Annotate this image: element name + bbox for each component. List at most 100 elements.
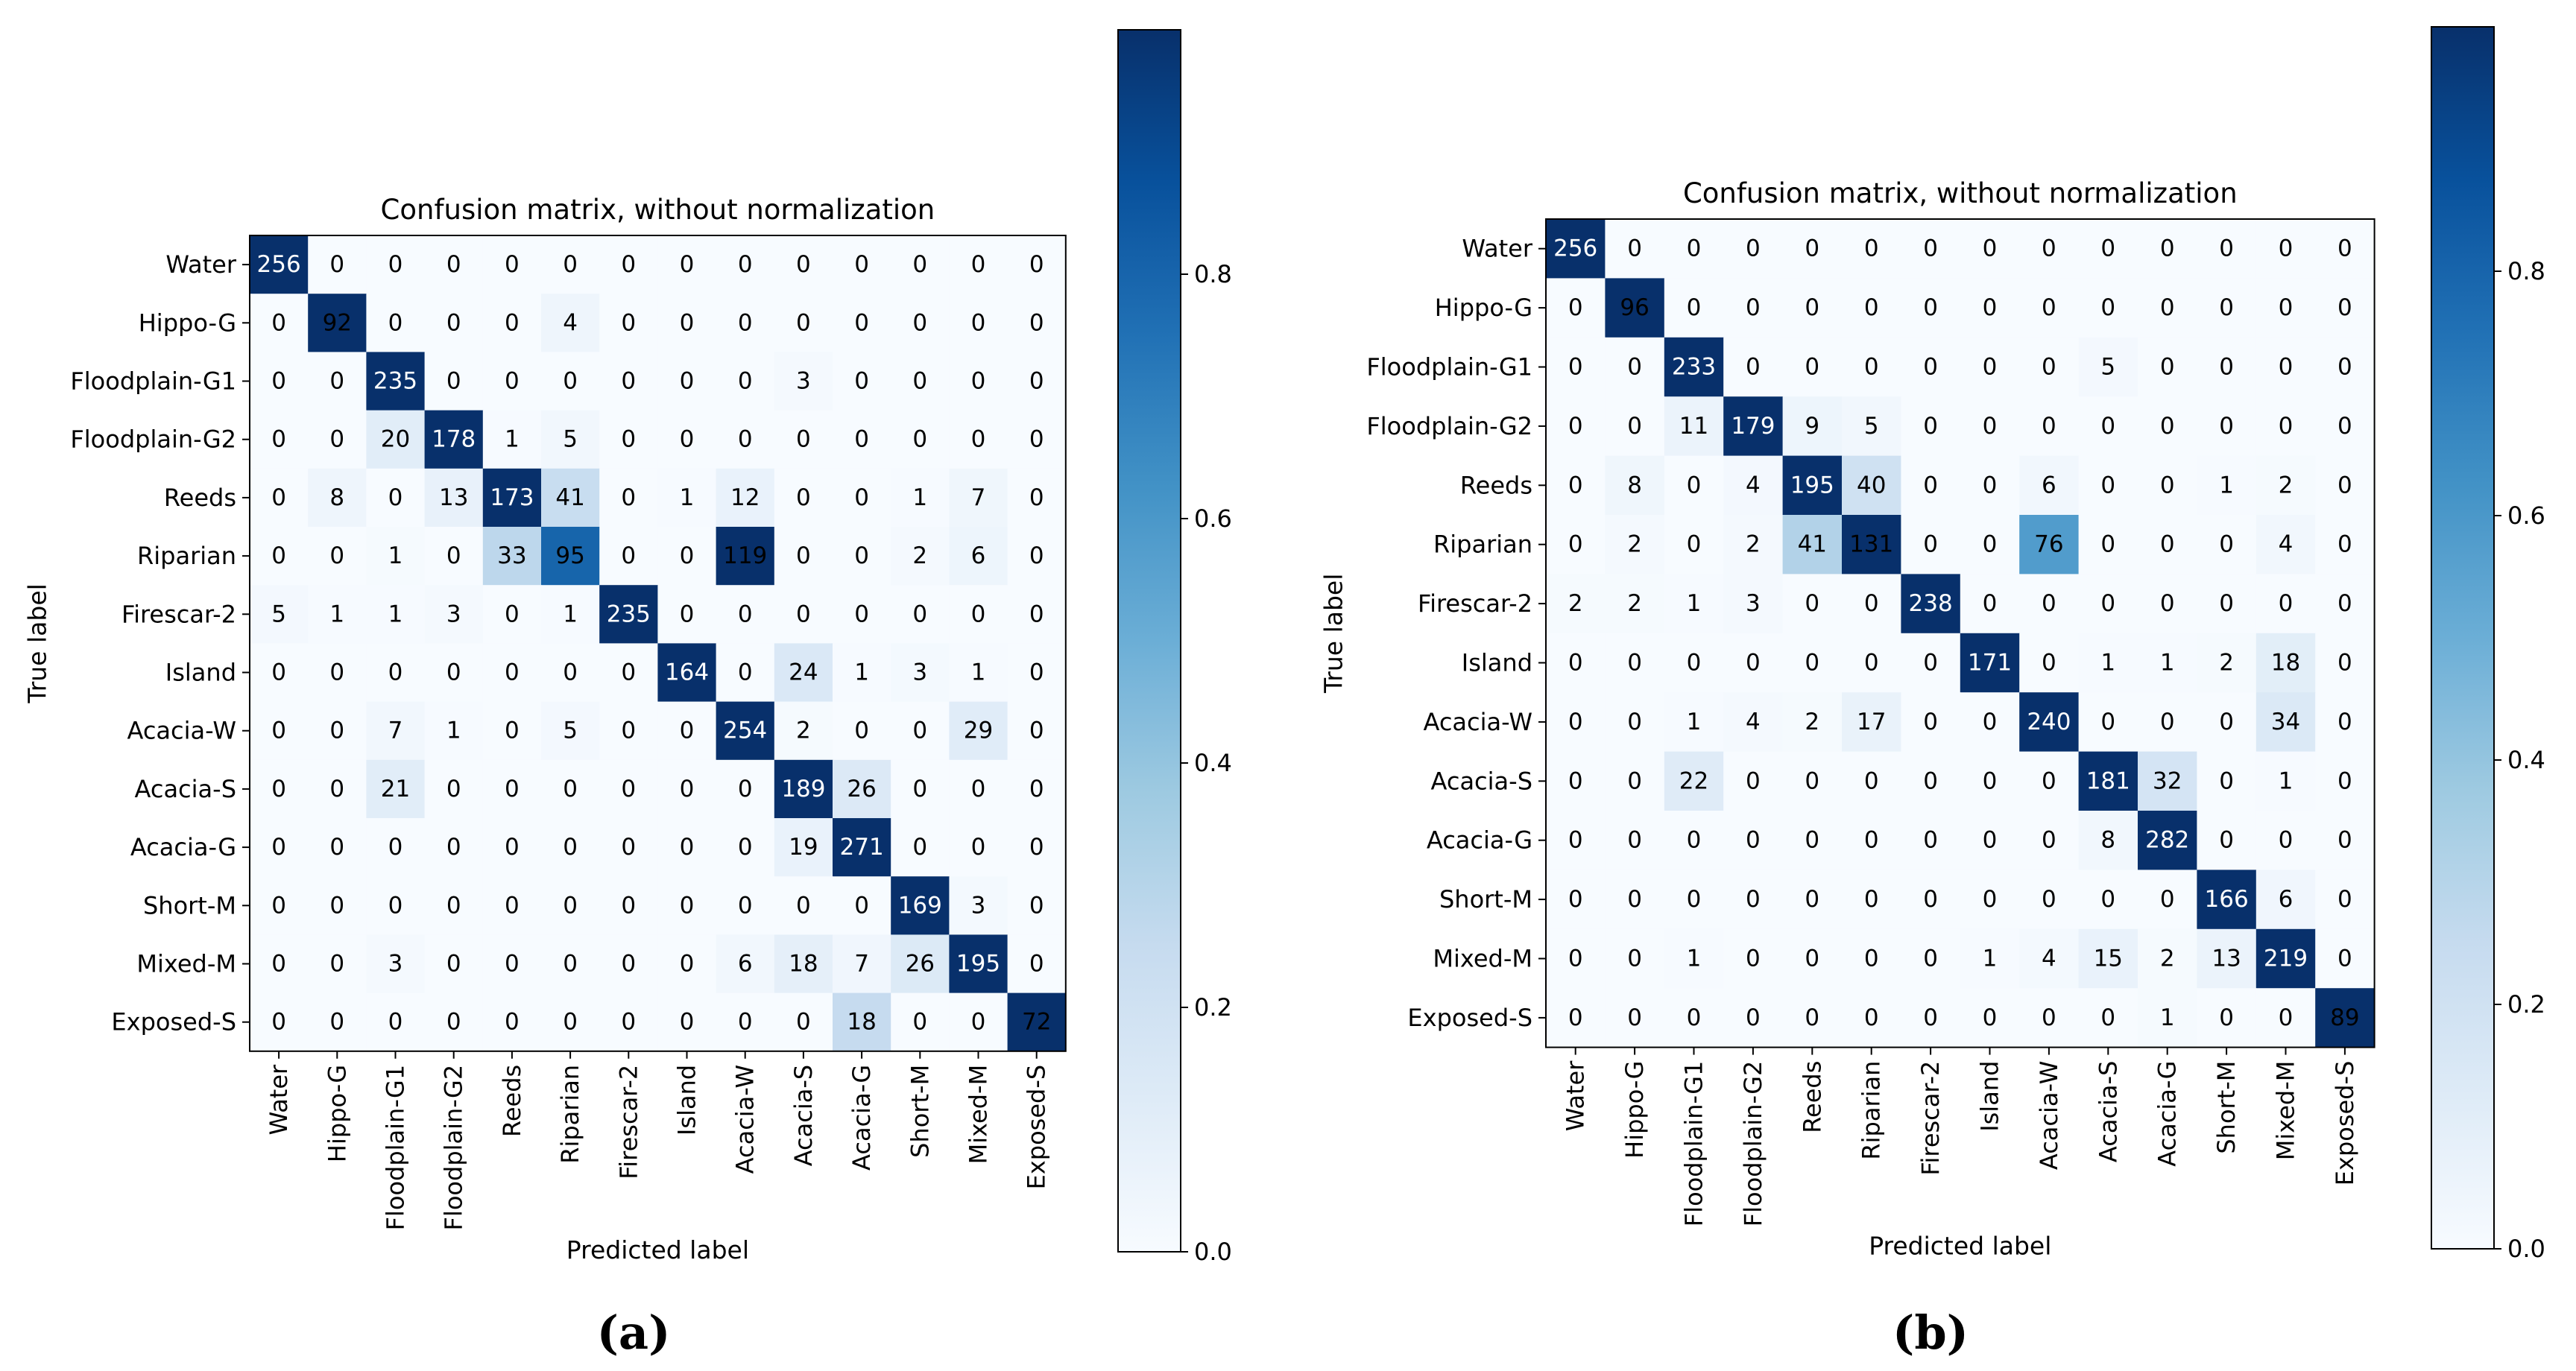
heatmap-cell — [599, 352, 658, 411]
cell-value-label: 4 — [1746, 709, 1761, 735]
cell-value-label: 0 — [796, 484, 811, 511]
cell-value-label: 0 — [1568, 709, 1583, 735]
heatmap-cell — [2138, 870, 2197, 930]
cell-value-label: 33 — [497, 542, 526, 569]
cell-value-label: 0 — [1864, 235, 1879, 262]
cell-value-label: 0 — [563, 251, 578, 278]
y-tick-label: Hippo-G — [1435, 294, 1532, 322]
heatmap-cell — [2019, 396, 2080, 457]
heatmap-cell — [1546, 692, 1606, 753]
heatmap-cell — [366, 643, 426, 703]
heatmap-cell — [599, 643, 658, 703]
heatmap-cell — [482, 818, 542, 877]
heatmap-cell — [2138, 219, 2197, 279]
cell-value-label: 0 — [2160, 354, 2175, 381]
cell-value-label: 0 — [1805, 650, 1819, 677]
heatmap-cell — [1007, 701, 1067, 761]
heatmap-cell — [774, 643, 833, 703]
cell-value-label: 0 — [621, 834, 636, 861]
heatmap-cell — [1605, 692, 1665, 753]
heatmap-cell — [1723, 396, 1784, 457]
heatmap-cell — [1901, 633, 1961, 693]
x-tick-label: Acacia-G — [2153, 1061, 2182, 1167]
cell-value-label: 0 — [621, 484, 636, 511]
heatmap-cell — [541, 876, 600, 935]
cell-value-label: 0 — [680, 834, 695, 861]
heatmap-cell — [657, 294, 717, 352]
cell-value-label: 0 — [1568, 886, 1583, 913]
cell-value-label: 0 — [1627, 886, 1642, 913]
x-tick-label: Firescar-2 — [614, 1065, 643, 1180]
cell-value-label: 0 — [271, 659, 286, 686]
heatmap-cell — [599, 294, 658, 352]
heatmap-cell — [774, 235, 833, 294]
heatmap-cell — [1842, 988, 1901, 1048]
cell-value-label: 0 — [271, 426, 286, 453]
heatmap-cell — [1842, 219, 1901, 279]
heatmap-cell — [308, 235, 367, 294]
cell-value-label: 0 — [1687, 531, 1702, 558]
cell-value-label: 0 — [2279, 294, 2294, 321]
x-tick-label: Acacia-S — [789, 1065, 818, 1166]
heatmap-cell — [1605, 337, 1665, 397]
heatmap-cell — [1007, 818, 1067, 877]
cell-value-label: 0 — [621, 951, 636, 978]
cell-value-label: 0 — [2337, 946, 2352, 972]
heatmap-cell — [366, 468, 426, 528]
cell-value-label: 1 — [2100, 650, 2115, 677]
heatmap-cell — [716, 876, 775, 935]
heatmap-cell — [1960, 396, 2020, 457]
cell-value-label: 131 — [1849, 531, 1893, 558]
cell-value-label: 0 — [2042, 767, 2056, 794]
heatmap-cell — [482, 468, 542, 528]
heatmap-cell — [833, 643, 891, 703]
heatmap-cell — [2019, 633, 2080, 693]
cell-value-label: 1 — [1983, 946, 1998, 972]
heatmap-cell — [599, 468, 658, 528]
heatmap-cell — [1723, 337, 1784, 397]
cell-value-label: 0 — [1805, 1004, 1819, 1031]
cell-value-label: 0 — [2279, 235, 2294, 262]
heatmap-cell — [2078, 219, 2138, 279]
heatmap-cell — [716, 294, 775, 352]
heatmap-cell — [1007, 527, 1067, 586]
heatmap-cell — [891, 759, 950, 819]
x-tick-label: Acacia-W — [731, 1065, 760, 1174]
cell-value-label: 0 — [912, 368, 927, 395]
heatmap-cell — [1007, 934, 1067, 994]
cell-value-label: 0 — [1568, 531, 1583, 558]
panel-caption: (a) — [597, 1305, 671, 1360]
heatmap-cell — [2255, 811, 2316, 870]
x-tick-label: Riparian — [556, 1065, 584, 1164]
cell-value-label: 0 — [329, 718, 344, 744]
heatmap-cell — [2255, 219, 2316, 279]
heatmap-cell — [250, 585, 309, 644]
colorbar-tick-label: 0.0 — [1194, 1238, 1232, 1266]
cell-value-label: 0 — [2160, 886, 2175, 913]
heatmap-cell — [599, 934, 658, 994]
cell-value-label: 3 — [1746, 590, 1761, 617]
heatmap-cell — [833, 352, 891, 411]
heatmap-cell — [1960, 278, 2020, 338]
cell-value-label: 96 — [1620, 294, 1649, 321]
x-axis-label: Predicted label — [1869, 1232, 2051, 1261]
heatmap-cell — [1901, 278, 1961, 338]
y-tick-label: Floodplain-G1 — [70, 367, 236, 396]
heatmap-cell — [1723, 692, 1784, 753]
x-tick-label: Exposed-S — [1023, 1065, 1051, 1190]
heatmap-cell — [1605, 515, 1665, 574]
heatmap-cell — [599, 235, 658, 294]
cell-value-label: 0 — [388, 484, 403, 511]
heatmap-cell — [541, 585, 600, 644]
cell-value-label: 169 — [898, 892, 942, 919]
x-tick-label: Short-M — [2212, 1061, 2241, 1154]
heatmap-cell — [2255, 988, 2316, 1048]
cell-value-label: 0 — [271, 1009, 286, 1036]
cell-value-label: 0 — [680, 251, 695, 278]
y-tick-label: Mixed-M — [1433, 945, 1532, 973]
cell-value-label: 17 — [1857, 709, 1886, 735]
heatmap-cell — [2255, 278, 2316, 338]
heatmap-cell — [891, 294, 950, 352]
cell-value-label: 0 — [505, 1009, 520, 1036]
